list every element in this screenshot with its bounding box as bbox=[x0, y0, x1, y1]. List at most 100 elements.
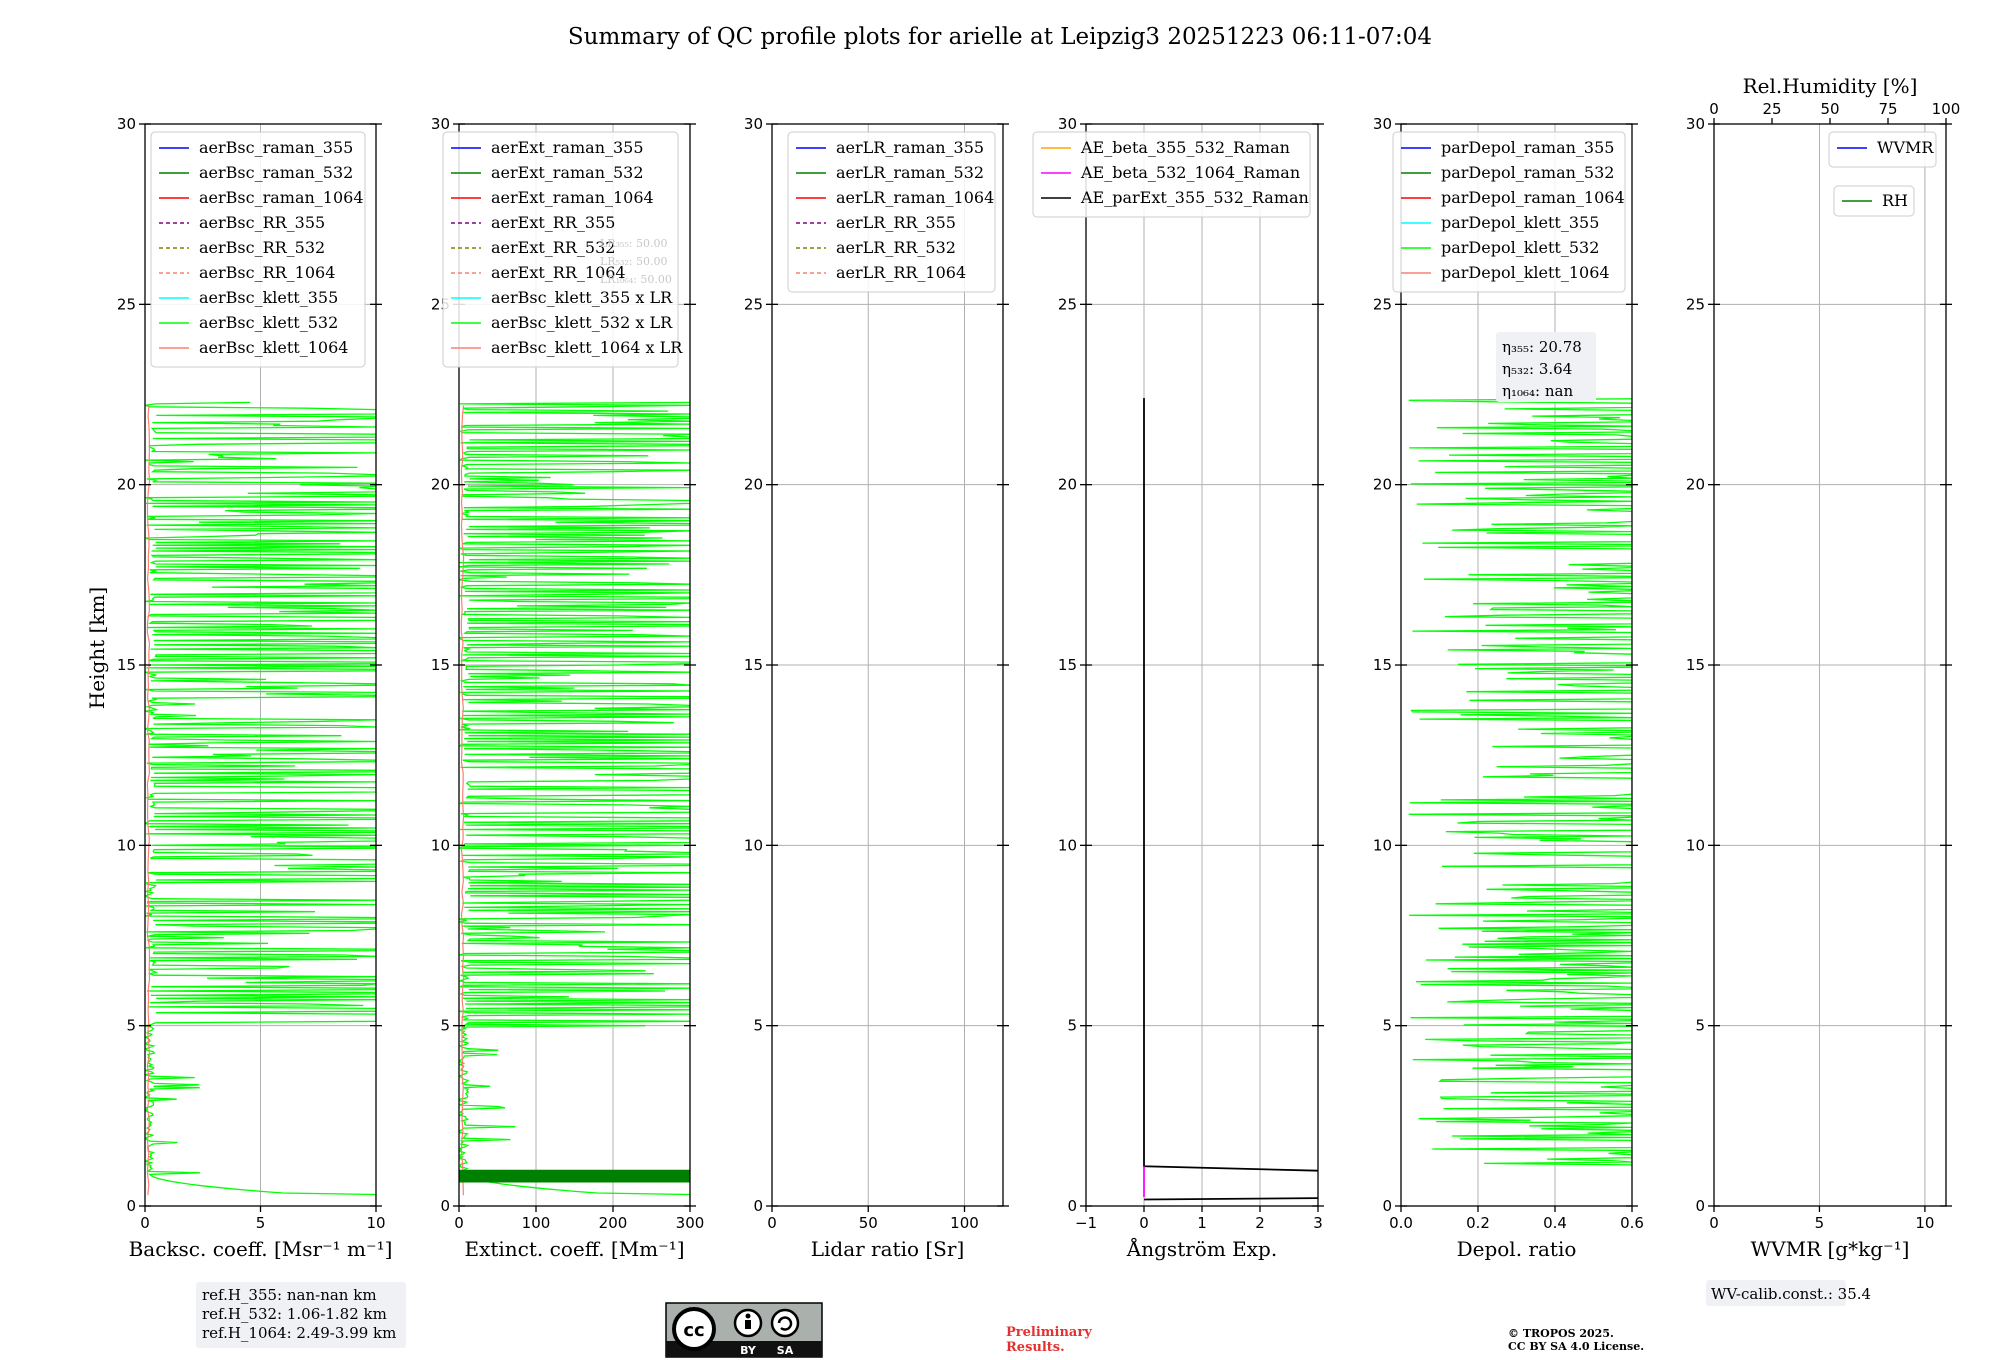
top-x-tick-label: 50 bbox=[1820, 100, 1839, 118]
x-tick-label: 0 bbox=[1139, 1214, 1149, 1232]
x-tick-label: 2 bbox=[1255, 1214, 1265, 1232]
y-tick-label: 0 bbox=[1067, 1197, 1077, 1215]
y-tick-label: 5 bbox=[1695, 1017, 1705, 1035]
eta-note: η₃₅₅: 20.78 bbox=[1502, 338, 1582, 356]
lr-note: LR₃₅₅: 50.00 bbox=[600, 237, 668, 250]
x-tick-label: 0 bbox=[140, 1214, 150, 1232]
y-tick-label: 25 bbox=[1058, 295, 1077, 313]
y-tick-label: 25 bbox=[117, 295, 136, 313]
y-tick-label: 0 bbox=[753, 1197, 763, 1215]
y-tick-label: 10 bbox=[431, 836, 450, 854]
x-tick-label: 200 bbox=[599, 1214, 628, 1232]
ref-height-355: ref.H_355: nan-nan km bbox=[202, 1286, 377, 1304]
y-tick-label: 5 bbox=[753, 1017, 763, 1035]
eta-note: η₅₃₂: 3.64 bbox=[1502, 360, 1572, 378]
legend-label: aerLR_RR_355 bbox=[836, 213, 956, 232]
legend-ae: AE_beta_355_532_Raman AE_beta_532_1064_Ra… bbox=[1032, 131, 1311, 218]
data-depol bbox=[1408, 398, 1632, 1167]
legend-label: parDepol_klett_355 bbox=[1441, 213, 1599, 232]
y-tick-label: 15 bbox=[1373, 656, 1392, 674]
wv-calib-note: WV-calib.const.: 35.4 bbox=[1711, 1285, 1871, 1303]
y-tick-label: 10 bbox=[744, 836, 763, 854]
y-tick-label: 0 bbox=[440, 1197, 450, 1215]
legend-rh-label: RH bbox=[1882, 191, 1908, 210]
legend-label: aerBsc_RR_355 bbox=[199, 213, 325, 232]
panel-lr: 0 5 10 15 20 25 30 0 50 100 Lidar ratio [Sr] aerLR_… bbox=[744, 115, 1009, 1261]
legend-label: aerBsc_klett_532 bbox=[199, 313, 338, 332]
x-tick-label: 0 bbox=[767, 1214, 777, 1232]
legend-label: parDepol_raman_532 bbox=[1441, 163, 1614, 182]
legend-label: AE_parExt_355_532_Raman bbox=[1080, 188, 1309, 207]
x-tick-label: 1 bbox=[1197, 1214, 1207, 1232]
lr-note: LR₅₃₂: 50.00 bbox=[600, 255, 668, 268]
x-tick-label: 0.0 bbox=[1389, 1214, 1413, 1232]
eta-note: η₁₀₆₄: nan bbox=[1502, 382, 1573, 400]
legend-box bbox=[442, 131, 679, 368]
klett-1064-profile bbox=[146, 405, 151, 1196]
legend-label: aerLR_RR_1064 bbox=[836, 263, 966, 282]
legend-label: parDepol_klett_532 bbox=[1441, 238, 1599, 257]
y-tick-label: 30 bbox=[1686, 115, 1705, 133]
panel-bsc: 0 5 10 15 20 25 30 0 5 10 Backsc. coeff. [Msr⁻¹ m⁻… bbox=[117, 115, 392, 1261]
raman-532-extinction bbox=[459, 1169, 690, 1183]
legend-box bbox=[1828, 131, 1937, 168]
legend-label: aerBsc_RR_1064 bbox=[199, 263, 335, 282]
y-tick-label: 20 bbox=[117, 476, 136, 494]
ref-height-532: ref.H_532: 1.06-1.82 km bbox=[202, 1305, 387, 1323]
y-tick-label: 15 bbox=[744, 656, 763, 674]
y-tick-label: 15 bbox=[431, 656, 450, 674]
x-axis-label: Lidar ratio [Sr] bbox=[811, 1237, 965, 1261]
x-axis-label: WVMR [g*kg⁻¹] bbox=[1751, 1237, 1910, 1261]
copyright-line-2: CC BY SA 4.0 License. bbox=[1508, 1340, 1644, 1353]
x-tick-label: 300 bbox=[676, 1214, 705, 1232]
y-tick-label: 0 bbox=[1695, 1197, 1705, 1215]
legend-label: parDepol_raman_355 bbox=[1441, 138, 1614, 157]
preliminary-line-2: Results. bbox=[1006, 1340, 1065, 1355]
y-tick-label: 5 bbox=[1382, 1017, 1392, 1035]
x-tick-label: 5 bbox=[256, 1214, 266, 1232]
klett-532-profile bbox=[459, 401, 690, 1206]
lr-note: LR₁₀₆₄: 50.00 bbox=[600, 273, 672, 286]
figure-title: Summary of QC profile plots for arielle … bbox=[568, 24, 1432, 50]
top-x-tick-label: 0 bbox=[1709, 100, 1719, 118]
ref-height-note: ref.H_355: nan-nan km ref.H_532: 1.06-1.… bbox=[196, 1282, 406, 1348]
y-tick-label: 5 bbox=[126, 1017, 136, 1035]
y-tick-label: 10 bbox=[1686, 836, 1705, 854]
y-tick-label: 10 bbox=[1373, 836, 1392, 854]
legend-label: aerBsc_raman_532 bbox=[199, 163, 353, 182]
legend-label: aerBsc_klett_1064 x LR bbox=[491, 338, 683, 357]
klett-532-profile bbox=[145, 401, 376, 1206]
legend-lr: aerLR_raman_355 aerLR_raman_532 aerLR_rama… bbox=[787, 131, 996, 293]
legend-depol: parDepol_raman_355 parDepol_raman_532 parD… bbox=[1392, 131, 1626, 293]
x-axis-label: Backsc. coeff. [Msr⁻¹ m⁻¹] bbox=[129, 1237, 393, 1261]
y-tick-label: 20 bbox=[1686, 476, 1705, 494]
y-tick-label: 5 bbox=[440, 1017, 450, 1035]
legend-label: aerBsc_raman_1064 bbox=[199, 188, 364, 207]
rh-axis-label: Rel.Humidity [%] bbox=[1743, 74, 1918, 98]
y-tick-label: 30 bbox=[744, 115, 763, 133]
legend-label: aerLR_RR_532 bbox=[836, 238, 956, 257]
x-tick-label: 5 bbox=[1815, 1214, 1825, 1232]
series-line-1 bbox=[1143, 1197, 1318, 1201]
x-axis-label: Depol. ratio bbox=[1457, 1237, 1577, 1261]
series-line-0 bbox=[1143, 398, 1318, 1172]
by-label: BY bbox=[740, 1344, 757, 1357]
top-x-tick-label: 25 bbox=[1762, 100, 1781, 118]
by-person-head bbox=[745, 1313, 751, 1319]
x-tick-label: 0 bbox=[1709, 1214, 1719, 1232]
x-tick-label: 100 bbox=[950, 1214, 979, 1232]
legend-label: aerLR_raman_532 bbox=[836, 163, 984, 182]
y-tick-label: 10 bbox=[1058, 836, 1077, 854]
cc-license-badge: cc BY SA bbox=[665, 1302, 823, 1358]
legend-box bbox=[787, 131, 996, 293]
x-tick-label: 3 bbox=[1313, 1214, 1323, 1232]
legend-label: aerLR_raman_1064 bbox=[836, 188, 994, 207]
legend-label: aerBsc_klett_1064 bbox=[199, 338, 348, 357]
by-person-body bbox=[745, 1320, 751, 1329]
legend-label: AE_beta_355_532_Raman bbox=[1080, 138, 1290, 157]
legend-label: aerBsc_RR_532 bbox=[199, 238, 325, 257]
height-axis-label: Height [km] bbox=[85, 587, 109, 709]
